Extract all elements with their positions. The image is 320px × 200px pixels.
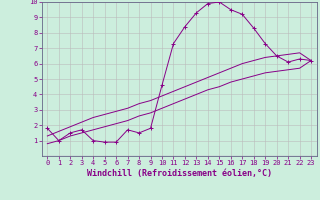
X-axis label: Windchill (Refroidissement éolien,°C): Windchill (Refroidissement éolien,°C) xyxy=(87,169,272,178)
